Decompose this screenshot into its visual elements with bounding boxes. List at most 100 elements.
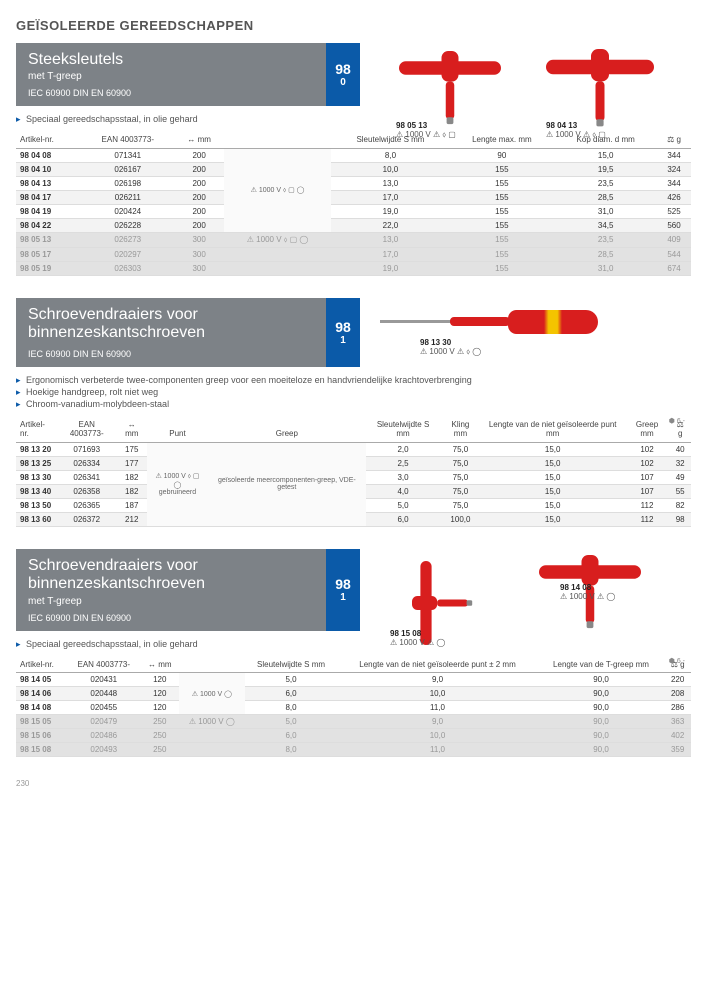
col-header: Punt [147,417,208,443]
spec-table-1: Artikel-nr.EAN 4003773-↔ mmSleutelwijdte… [16,132,691,276]
cell: 402 [664,729,691,743]
cell: 112 [625,498,670,512]
section-standards: IEC 60900 DIN EN 60900 [28,349,314,359]
cell: 026228 [81,218,175,232]
cell: 15,0 [481,442,625,456]
cell: 155 [449,162,554,176]
cell: 155 [449,218,554,232]
cell: 200 [175,190,224,204]
cell: 020455 [67,701,141,715]
cell: 200 [175,162,224,176]
cell: 026198 [81,176,175,190]
col-header: Lengte van de niet geïsoleerde punt mm [481,417,625,443]
cell: 026334 [57,456,116,470]
cell: 98 14 08 [16,701,67,715]
table-row: 98 04 1302619820013,015523,5344 [16,176,691,190]
col-header: Greep [208,417,366,443]
cell [179,729,245,743]
code-top: 98 [335,319,351,335]
cell: 15,0 [481,512,625,526]
cell: 426 [657,190,691,204]
tool-t-handle-1 [399,51,501,119]
cell: 75,0 [440,470,480,484]
cell: 31,0 [554,261,657,275]
table-row: 98 04 1902042420019,015531,0525 [16,204,691,218]
cell: 026365 [57,498,116,512]
cell [179,743,245,757]
col-header: Artikel-nr. [16,417,57,443]
cell: 90,0 [538,715,665,729]
page-number: 230 [16,779,691,788]
cell: 32 [669,456,691,470]
cell: 175 [116,442,147,456]
cell: 102 [625,442,670,456]
bullets: Speciaal gereedschapsstaal, in olie geha… [16,114,691,124]
bullet: Speciaal gereedschapsstaal, in olie geha… [16,639,691,649]
cell: 15,0 [481,498,625,512]
cell: 250 [141,715,179,729]
cell: geïsoleerde meercomponenten-greep, VDE-g… [208,442,366,526]
cell: 75,0 [440,456,480,470]
cell: 90 [449,148,554,162]
cell: 220 [664,673,691,687]
cell: 155 [449,247,554,261]
cell: 19,0 [331,261,449,275]
col-header: EAN 4003773- [81,132,175,148]
col-header: EAN 4003773- [57,417,116,443]
cell: 4,0 [366,484,440,498]
cell: 98 15 08 [16,743,67,757]
cell: 98 04 13 [16,176,81,190]
header-code: 98 1 [326,549,360,631]
cell: 98 14 06 [16,687,67,701]
cell: 155 [449,190,554,204]
section-header: Steeksleutels met T-greep IEC 60900 DIN … [16,43,691,106]
code-bot: 1 [340,335,346,346]
cell: 8,0 [245,701,338,715]
section-subtitle: met T-greep [28,71,314,82]
section-standards: IEC 60900 DIN EN 60900 [28,613,314,623]
table-row-alt: 98 05 1702029730017,015528,5544 [16,247,691,261]
cell: 31,0 [554,204,657,218]
cell: 026341 [57,470,116,484]
col-header [224,132,332,148]
col-header: ↔ mm [116,417,147,443]
cell: 344 [657,176,691,190]
cell: 300 [175,232,224,247]
cell: 28,5 [554,247,657,261]
col-header: ↔ mm [141,657,179,673]
table-row-alt: 98 15 060204862506,010,090,0402 [16,729,691,743]
code-bot: 0 [340,77,346,88]
cell: 10,0 [337,729,537,743]
cell [224,261,332,275]
cell: 90,0 [538,701,665,715]
cell: 674 [657,261,691,275]
col-header: Artikel-nr. [16,132,81,148]
cell: 98 13 60 [16,512,57,526]
img-label: 98 13 30⚠ 1000 V ⚠ ⬨ ◯ [420,338,481,357]
cell: 15,0 [481,456,625,470]
cell: 98 04 08 [16,148,81,162]
cell: 200 [175,176,224,190]
cell: 98 04 17 [16,190,81,204]
cell: 212 [116,512,147,526]
col-header: ⚖ g [657,132,691,148]
bullet: Speciaal gereedschapsstaal, in olie geha… [16,114,691,124]
cell: 107 [625,470,670,484]
cell: 98 04 19 [16,204,81,218]
cell: 40 [669,442,691,456]
cell: 98 13 20 [16,442,57,456]
cell: 9,0 [337,673,537,687]
spec-table-2: Artikel-nr.EAN 4003773-↔ mmPuntGreepSleu… [16,417,691,527]
cell: 49 [669,470,691,484]
cell: 155 [449,261,554,275]
cell: 98 13 30 [16,470,57,484]
product-image-zone: 98 15 08⚠ 1000 V ⚠ ◯ 98 14 08⚠ 1000 V ⚠ … [360,549,691,631]
cell: 6,0 [245,729,338,743]
table-row: 98 04 08071341200⚠ 1000 V ⬨ ▢ ◯8,09015,0… [16,148,691,162]
col-header: EAN 4003773- [67,657,141,673]
cell: 98 05 13 [16,232,81,247]
section-schroevendraaiers-2: Schroevendraaiers voor binnenzeskantschr… [16,549,691,757]
tool-t-handle-2 [546,49,654,121]
cell: 102 [625,456,670,470]
cell: 98 04 22 [16,218,81,232]
